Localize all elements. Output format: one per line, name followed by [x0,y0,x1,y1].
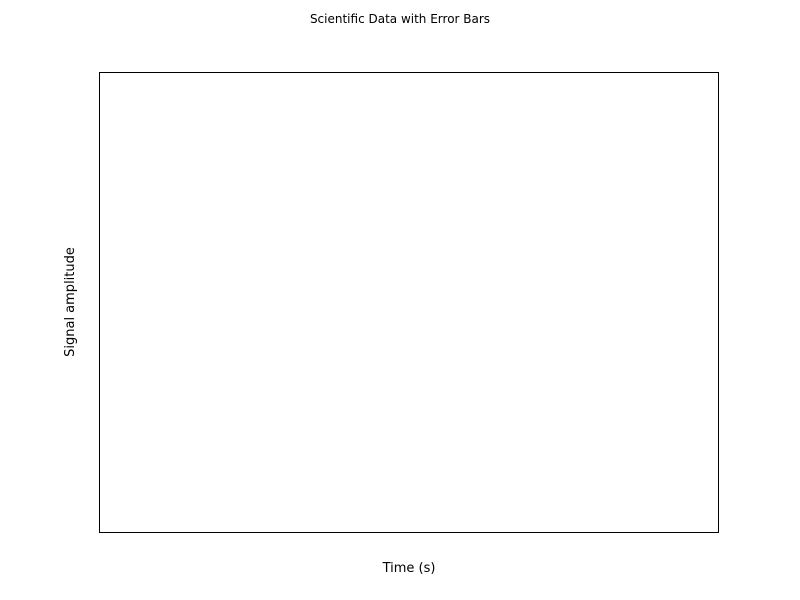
plot-area [99,72,719,533]
y-axis-label: Signal amplitude [63,247,78,357]
x-axis-label: Time (s) [382,561,436,576]
chart-title: Scientific Data with Error Bars [309,12,491,26]
